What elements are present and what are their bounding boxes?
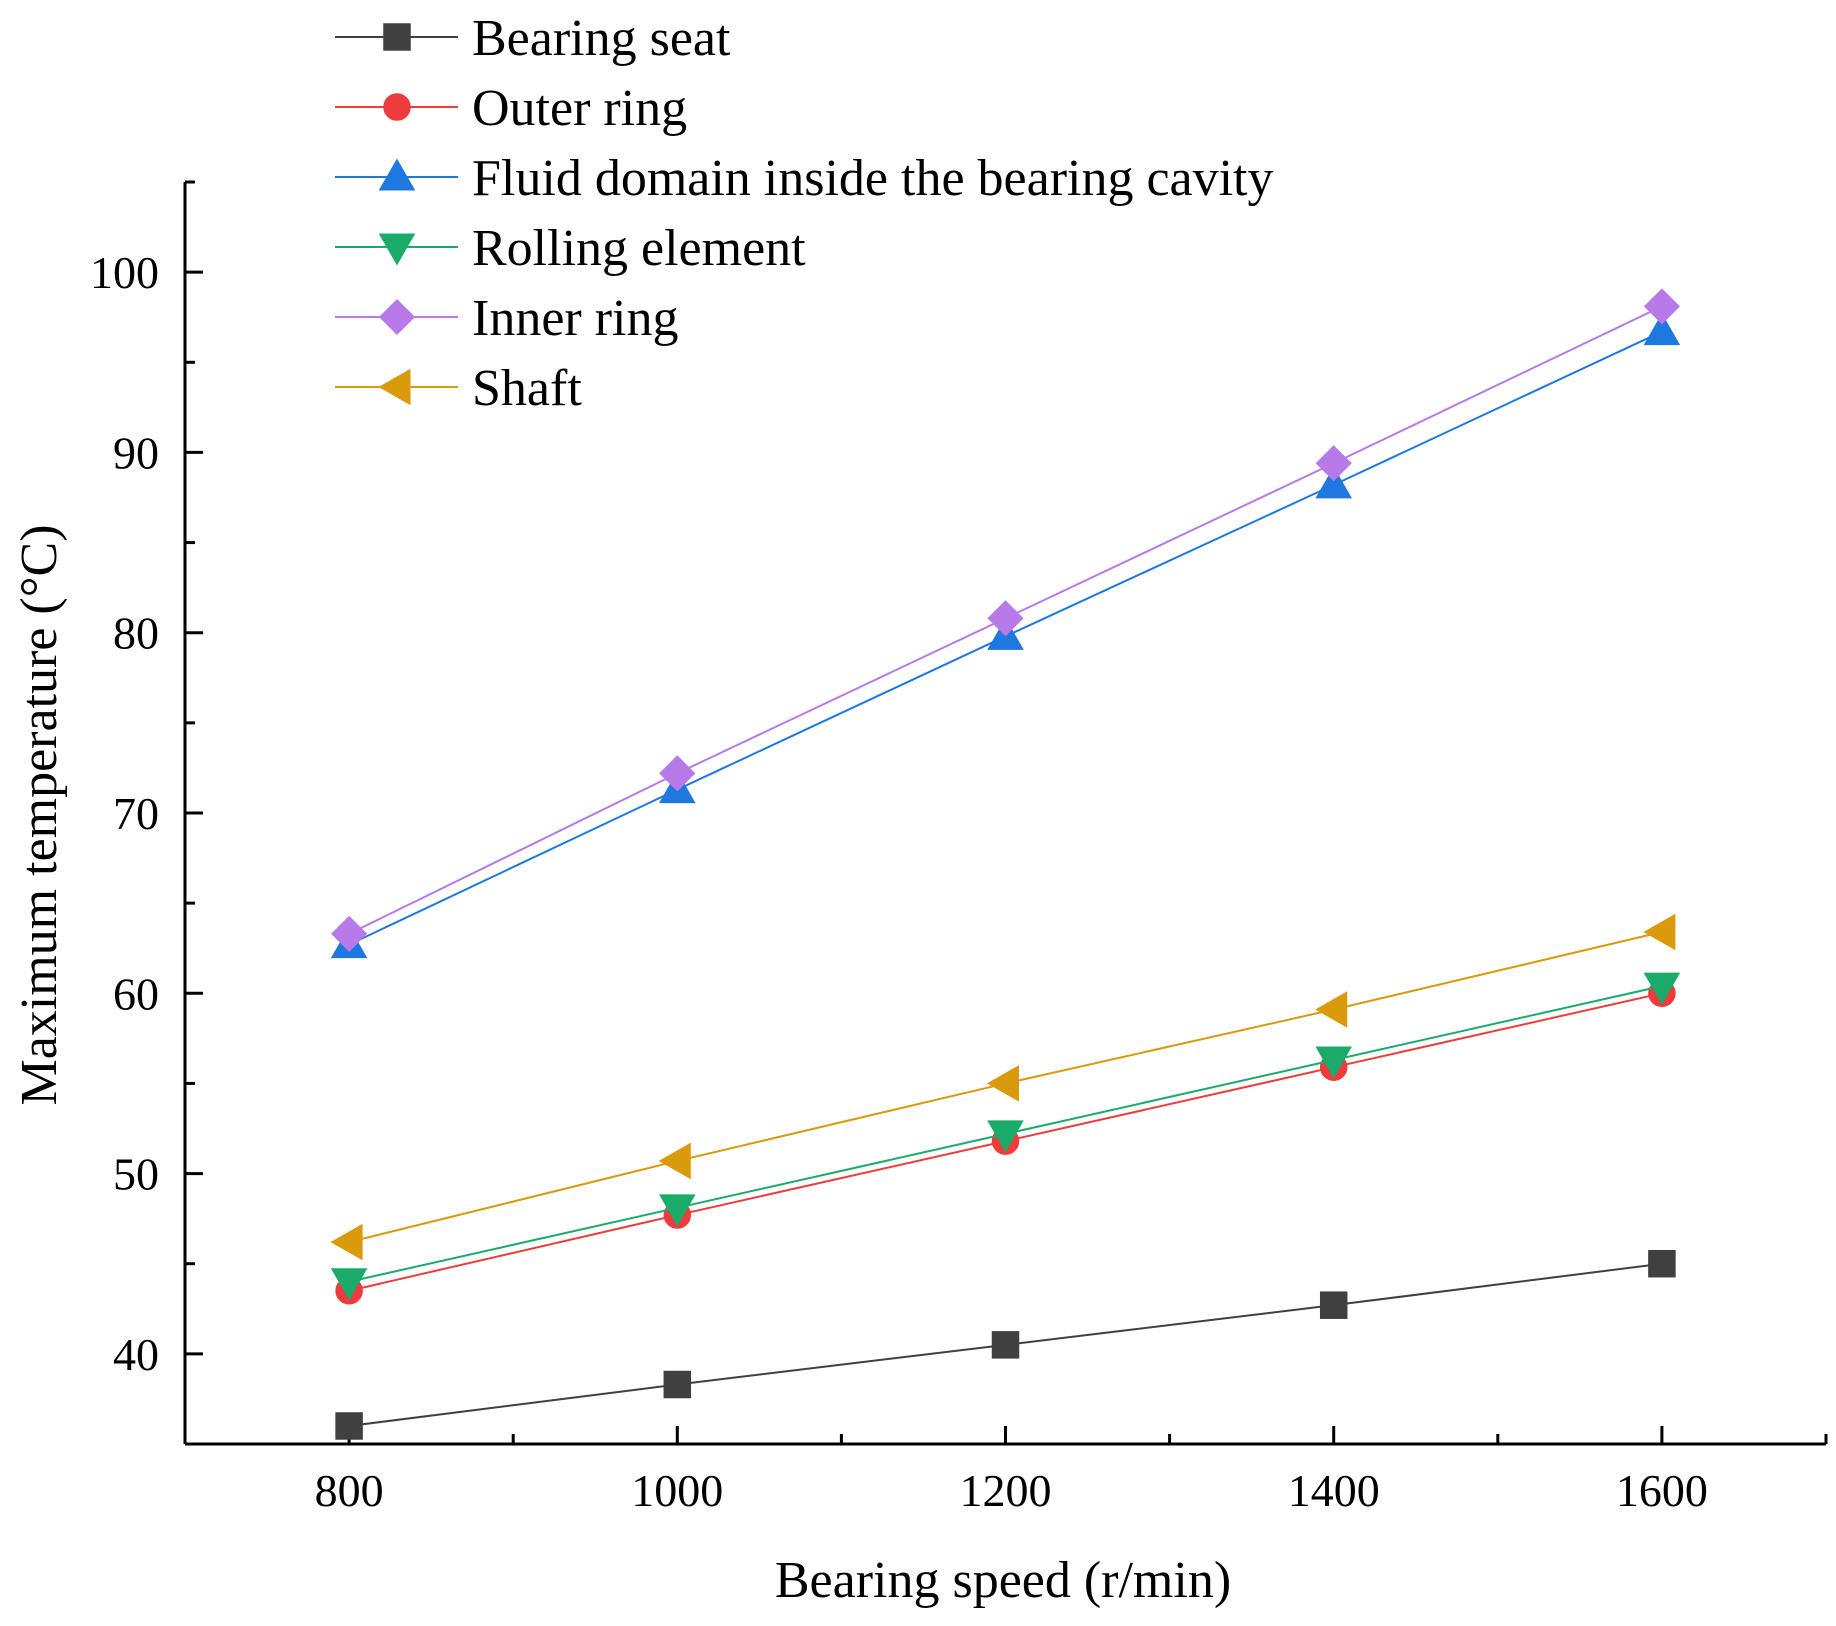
x-tick-label: 800: [315, 1465, 384, 1516]
legend-item: Fluid domain inside the bearing cavity: [335, 150, 1274, 207]
y-tick-label: 50: [113, 1149, 159, 1200]
data-point: [331, 915, 368, 952]
data-point: [1319, 1291, 1348, 1319]
data-point: [1315, 445, 1352, 482]
data-point: [991, 1331, 1020, 1359]
data-point: [335, 1412, 363, 1440]
legend-marker: [378, 298, 416, 336]
legend-label: Shaft: [472, 360, 582, 417]
data-point: [1643, 913, 1676, 951]
data-point: [658, 1142, 691, 1180]
y-tick-label: 70: [113, 788, 159, 839]
legend-label: Fluid domain inside the bearing cavity: [472, 150, 1274, 207]
legend-item: Bearing seat: [335, 10, 731, 67]
data-point: [987, 600, 1024, 637]
legend-item: Inner ring: [335, 290, 678, 347]
series-layer: [330, 288, 1681, 1440]
x-axis-title: Bearing speed (r/min): [775, 1552, 1231, 1609]
legend-label: Outer ring: [472, 80, 687, 137]
data-point: [1643, 972, 1681, 1005]
y-tick-label: 90: [113, 427, 159, 478]
legend-label: Inner ring: [472, 290, 678, 347]
data-point: [1643, 288, 1680, 325]
x-tick-label: 1200: [960, 1465, 1052, 1516]
series-bearing-seat: [335, 1249, 1676, 1440]
x-tick-label: 1600: [1616, 1465, 1708, 1516]
data-point: [330, 1268, 368, 1301]
legend-item: Rolling element: [335, 220, 806, 277]
data-point: [1648, 1249, 1676, 1278]
legend-label: Bearing seat: [472, 10, 731, 67]
legend-marker: [378, 368, 411, 406]
y-tick-label: 40: [113, 1329, 159, 1380]
legend-marker: [383, 93, 411, 121]
series-shaft: [330, 913, 1676, 1261]
data-point: [1315, 991, 1348, 1028]
data-point: [663, 1370, 692, 1399]
x-ticks: 800 1000 1200 1400 1600: [315, 1426, 1828, 1516]
data-point: [330, 1223, 363, 1261]
data-point: [659, 1194, 696, 1227]
data-point: [659, 755, 696, 792]
x-tick-label: 1000: [631, 1465, 723, 1516]
data-point: [1315, 466, 1352, 499]
legend-marker: [383, 23, 411, 51]
y-ticks: 40 50 60 70 80 90 100: [90, 180, 203, 1380]
legend: Bearing seat Outer ring Fluid domain insid…: [335, 10, 1274, 417]
axes: [183, 182, 1826, 1446]
y-axis-title: Maximum temperature (°C): [11, 524, 68, 1105]
legend-marker: [378, 158, 416, 191]
y-tick-label: 100: [90, 247, 159, 298]
series-inner-ring: [331, 288, 1680, 952]
series-rolling-element: [330, 972, 1681, 1301]
data-point: [1315, 1046, 1352, 1079]
data-point: [986, 1065, 1019, 1102]
data-point: [1643, 313, 1681, 346]
y-tick-label: 80: [113, 608, 159, 659]
x-tick-label: 1400: [1288, 1465, 1380, 1516]
data-point: [987, 1120, 1024, 1153]
legend-marker: [378, 233, 416, 266]
y-tick-label: 60: [113, 968, 159, 1019]
legend-item: Outer ring: [335, 80, 687, 137]
legend-item: Shaft: [335, 360, 582, 417]
legend-label: Rolling element: [472, 220, 806, 277]
